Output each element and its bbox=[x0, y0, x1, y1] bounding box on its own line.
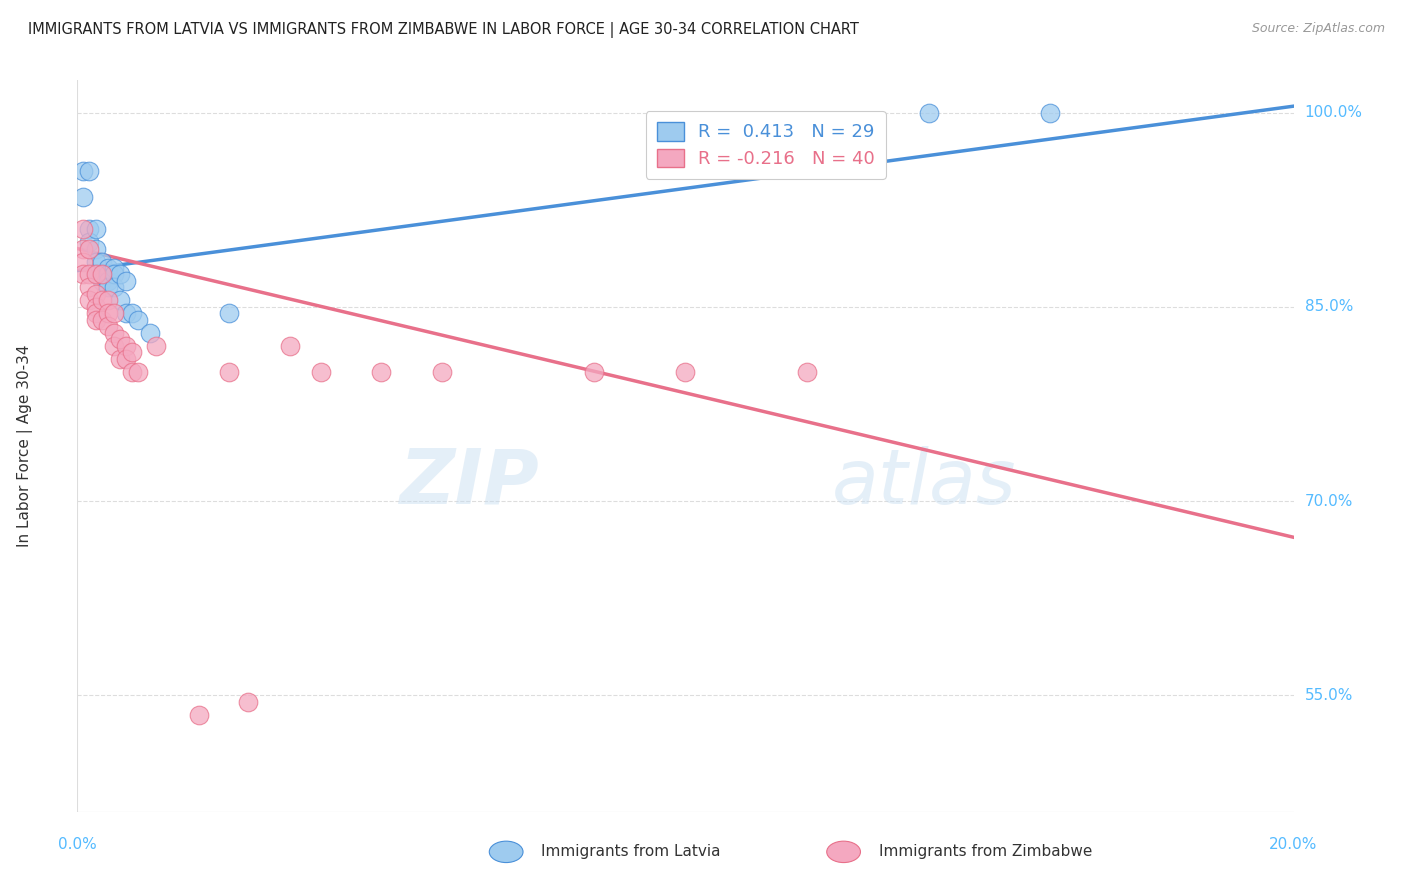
Point bbox=[121, 345, 143, 359]
Point bbox=[218, 365, 240, 379]
Point bbox=[84, 300, 107, 314]
Point bbox=[796, 365, 818, 379]
Point bbox=[121, 306, 143, 320]
Point bbox=[84, 222, 107, 236]
Point bbox=[278, 339, 301, 353]
Point bbox=[84, 312, 107, 326]
Point bbox=[675, 365, 697, 379]
Point bbox=[79, 280, 101, 294]
Point bbox=[79, 293, 101, 308]
Point bbox=[79, 242, 101, 256]
Point bbox=[97, 274, 120, 288]
Point bbox=[103, 260, 125, 275]
Point bbox=[127, 312, 149, 326]
Point bbox=[84, 306, 107, 320]
Point bbox=[103, 326, 125, 340]
Legend: R =  0.413   N = 29, R = -0.216   N = 40: R = 0.413 N = 29, R = -0.216 N = 40 bbox=[645, 112, 886, 178]
Text: 20.0%: 20.0% bbox=[1270, 837, 1317, 852]
Point bbox=[97, 306, 120, 320]
Text: In Labor Force | Age 30-34: In Labor Force | Age 30-34 bbox=[17, 344, 32, 548]
Point bbox=[97, 293, 120, 308]
Point bbox=[79, 268, 101, 282]
Point bbox=[115, 306, 138, 320]
Point bbox=[1039, 105, 1062, 120]
Text: Immigrants from Zimbabwe: Immigrants from Zimbabwe bbox=[879, 845, 1092, 859]
Point bbox=[103, 339, 125, 353]
Point bbox=[309, 365, 332, 379]
Point bbox=[97, 319, 120, 334]
Point bbox=[145, 339, 167, 353]
Point bbox=[188, 707, 211, 722]
Point bbox=[90, 268, 112, 282]
Point bbox=[72, 268, 94, 282]
Point bbox=[84, 254, 107, 268]
Point bbox=[583, 365, 606, 379]
Point bbox=[72, 222, 94, 236]
Point bbox=[108, 293, 131, 308]
Point bbox=[79, 222, 101, 236]
Text: 100.0%: 100.0% bbox=[1305, 105, 1362, 120]
Text: 70.0%: 70.0% bbox=[1305, 493, 1353, 508]
Point bbox=[84, 268, 107, 282]
Point bbox=[72, 242, 94, 256]
Point bbox=[72, 164, 94, 178]
Point bbox=[97, 268, 120, 282]
Point bbox=[127, 365, 149, 379]
Point bbox=[79, 164, 101, 178]
Point bbox=[430, 365, 453, 379]
Text: 85.0%: 85.0% bbox=[1305, 300, 1353, 314]
Point bbox=[108, 268, 131, 282]
Text: atlas: atlas bbox=[831, 446, 1017, 519]
Point bbox=[370, 365, 392, 379]
Point bbox=[97, 260, 120, 275]
Point bbox=[103, 280, 125, 294]
Text: ZIP: ZIP bbox=[399, 446, 540, 519]
Point bbox=[84, 286, 107, 301]
Point bbox=[90, 254, 112, 268]
Point bbox=[97, 280, 120, 294]
Point bbox=[108, 332, 131, 346]
Text: Immigrants from Latvia: Immigrants from Latvia bbox=[541, 845, 721, 859]
Text: 0.0%: 0.0% bbox=[58, 837, 97, 852]
Point bbox=[139, 326, 162, 340]
Point bbox=[90, 268, 112, 282]
Point bbox=[218, 306, 240, 320]
Point bbox=[90, 293, 112, 308]
Point bbox=[115, 351, 138, 366]
Point bbox=[103, 268, 125, 282]
Point bbox=[72, 190, 94, 204]
Point bbox=[79, 235, 101, 249]
Point bbox=[84, 242, 107, 256]
Point bbox=[84, 268, 107, 282]
Text: 55.0%: 55.0% bbox=[1305, 688, 1353, 703]
Point bbox=[115, 339, 138, 353]
Point bbox=[103, 306, 125, 320]
Text: Source: ZipAtlas.com: Source: ZipAtlas.com bbox=[1251, 22, 1385, 36]
Point bbox=[115, 274, 138, 288]
Point bbox=[236, 695, 259, 709]
Text: IMMIGRANTS FROM LATVIA VS IMMIGRANTS FROM ZIMBABWE IN LABOR FORCE | AGE 30-34 CO: IMMIGRANTS FROM LATVIA VS IMMIGRANTS FRO… bbox=[28, 22, 859, 38]
Point bbox=[918, 105, 941, 120]
Point bbox=[121, 365, 143, 379]
Point bbox=[90, 312, 112, 326]
Point bbox=[90, 274, 112, 288]
Point bbox=[72, 254, 94, 268]
Point bbox=[108, 351, 131, 366]
